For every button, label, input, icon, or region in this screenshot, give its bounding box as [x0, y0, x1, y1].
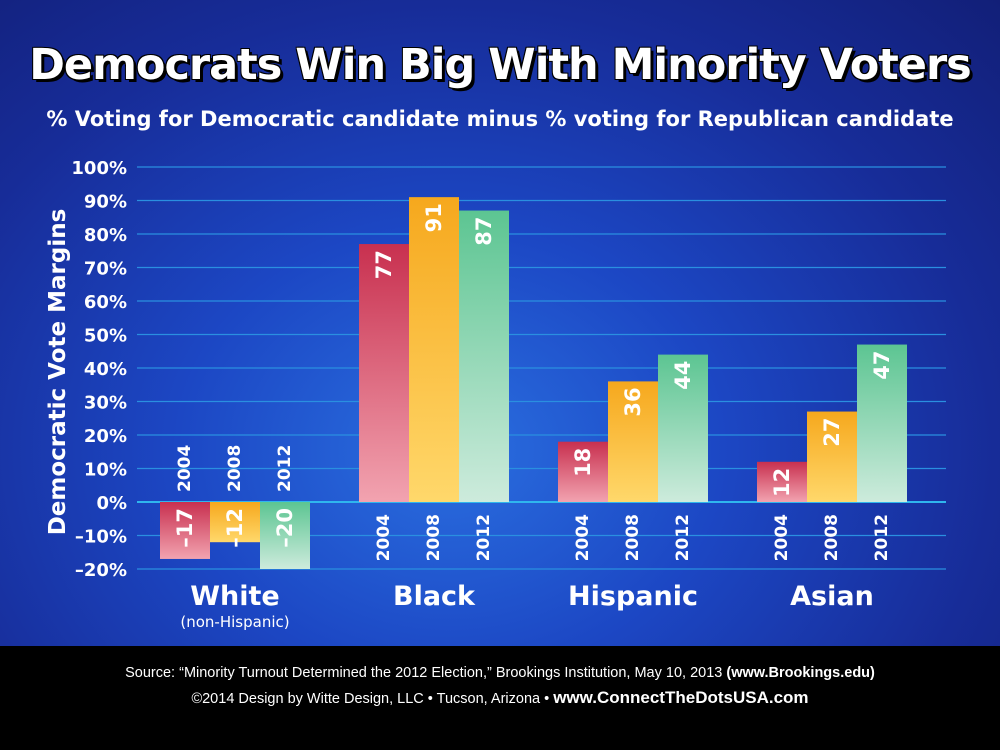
bar-value-label: 36: [621, 387, 645, 416]
bar-value-label: 44: [671, 361, 695, 390]
bar-value-label: –17: [173, 508, 197, 548]
bar-black-2008: [409, 197, 459, 502]
group-label-asian: Asian: [790, 581, 874, 612]
year-label: 2012: [872, 514, 892, 561]
bar-white-2012: [260, 502, 310, 569]
group-label-black: Black: [393, 581, 476, 612]
credit-text: ©2014 Design by Witte Design, LLC • Tucs…: [191, 691, 554, 707]
y-tick-label: –20%: [75, 560, 127, 581]
source-text: Source: “Minority Turnout Determined the…: [125, 665, 727, 681]
bar-asian-2008: [807, 411, 857, 502]
bar-white-2004: [160, 502, 210, 559]
year-label: 2008: [225, 445, 245, 492]
bar-value-label: 27: [820, 418, 844, 447]
y-tick-label: 20%: [84, 426, 127, 447]
year-label: 2008: [424, 514, 444, 561]
bar-value-label: 18: [571, 448, 595, 477]
year-label: 2012: [275, 445, 295, 492]
chart-title: Democrats Win Big With Minority Voters: [29, 40, 972, 90]
y-tick-label: 10%: [84, 460, 127, 481]
y-tick-label: 70%: [84, 259, 127, 280]
bar-value-label: 87: [472, 217, 496, 246]
y-tick-label: 80%: [84, 225, 127, 246]
source-line: Source: “Minority Turnout Determined the…: [0, 665, 1000, 681]
bar-black-2012: [459, 210, 509, 503]
credit-line: ©2014 Design by Witte Design, LLC • Tucs…: [0, 688, 1000, 708]
bar-hispanic-2012: [658, 354, 708, 502]
y-tick-label: 50%: [84, 326, 127, 347]
bar-hispanic-2004: [558, 441, 608, 502]
bar-value-label: 77: [372, 250, 396, 279]
bar-black-2004: [359, 244, 409, 503]
y-tick-label: 100%: [71, 158, 127, 179]
bar-value-label: 47: [870, 351, 894, 380]
bar-value-label: –20: [273, 508, 297, 548]
group-sublabel: (non-Hispanic): [180, 613, 289, 631]
bar-asian-2012: [857, 344, 907, 502]
bar-white-2008: [210, 502, 260, 543]
year-label: 2012: [474, 514, 494, 561]
y-tick-label: –10%: [75, 527, 127, 548]
bar-asian-2004: [757, 461, 807, 502]
bar-value-label: 91: [422, 203, 446, 232]
group-label-white: White: [190, 581, 279, 612]
y-tick-label: 0%: [96, 493, 127, 514]
year-label: 2004: [573, 514, 593, 561]
year-label: 2004: [772, 514, 792, 561]
bar-hispanic-2008: [608, 381, 658, 502]
year-label: 2004: [175, 445, 195, 492]
footer: Source: “Minority Turnout Determined the…: [0, 646, 1000, 750]
year-label: 2008: [623, 514, 643, 561]
bar-value-label: 12: [770, 468, 794, 497]
y-tick-label: 60%: [84, 292, 127, 313]
chart-subtitle: % Voting for Democratic candidate minus …: [46, 107, 954, 131]
y-tick-label: 40%: [84, 359, 127, 380]
group-label-hispanic: Hispanic: [568, 581, 698, 612]
bar-chart: 100% 90% 80% 70% 60% 50% 40% 30% 20% 10% 0% –10% –20…: [71, 158, 946, 631]
year-label: 2012: [673, 514, 693, 561]
y-tick-label: 90%: [84, 192, 127, 213]
bar-value-label: –12: [223, 508, 247, 548]
y-tick-label: 30%: [84, 393, 127, 414]
credit-site-link[interactable]: www.ConnectTheDotsUSA.com: [553, 688, 809, 707]
year-label: 2004: [374, 514, 394, 561]
source-link[interactable]: (www.Brookings.edu): [726, 665, 875, 681]
year-label: 2008: [822, 514, 842, 561]
